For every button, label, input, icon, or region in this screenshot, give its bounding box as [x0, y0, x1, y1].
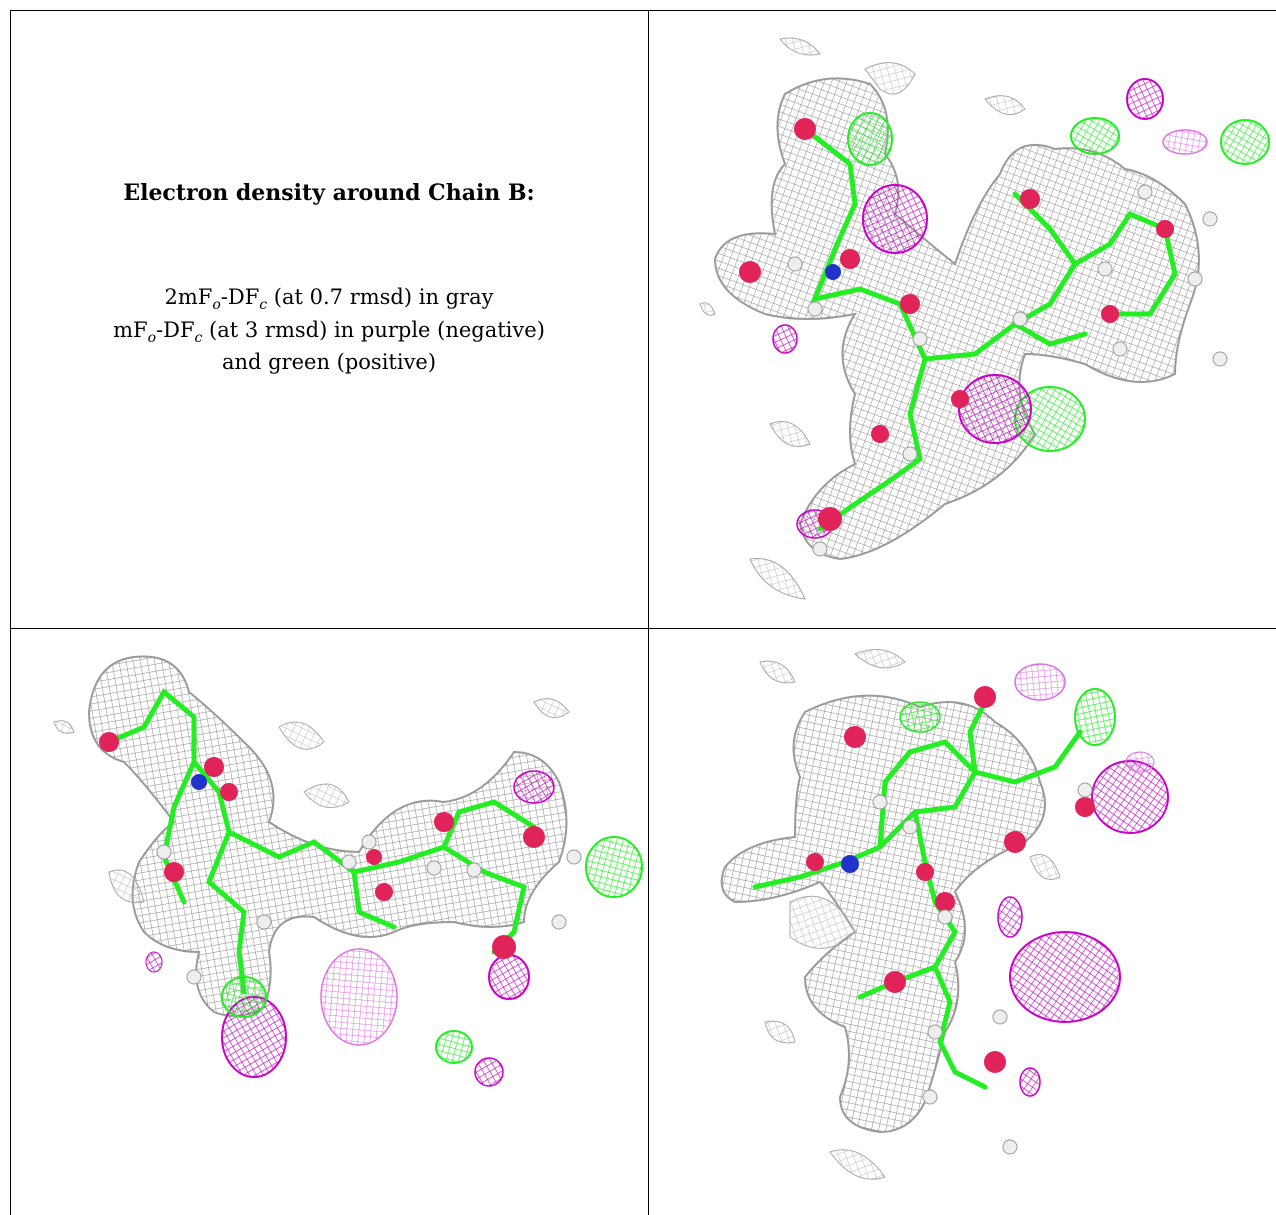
positive-density-blob [435, 1030, 473, 1064]
oxygen-atoms [99, 732, 545, 959]
nitrogen-atom [841, 855, 859, 873]
caption-line-difference: mFo-DFc (at 3 rmsd) in purple (negative) [10, 318, 648, 346]
negative-density-blob [862, 184, 928, 254]
oxygen-atoms [806, 686, 1095, 1073]
caption-line2-sub-o: o [147, 330, 157, 347]
caption-line2-part-e: (at 3 rmsd) in purple (negative) [202, 318, 545, 342]
caption-line1-part-c: -DF [220, 285, 260, 309]
molecule-bonds [802, 126, 1178, 532]
positive-density-blob [1070, 117, 1120, 155]
density-view-bottom-right [655, 632, 1275, 1212]
positive-density-blob [1220, 119, 1270, 165]
caption-title: Electron density around Chain B: [123, 180, 535, 206]
table-border-middle [10, 628, 1276, 629]
hydrogen-atoms [156, 834, 582, 985]
nitrogen-atom [191, 774, 207, 790]
table-border-center [648, 10, 649, 1215]
density-view-bottom-right-graphic [720, 649, 1169, 1180]
caption-line1-sub-c: c [259, 297, 268, 314]
positive-density-blob [1074, 688, 1116, 746]
negative-density-blob [488, 954, 530, 1000]
hydrogen-atoms [787, 184, 1228, 557]
caption-line2-sub-c: c [194, 330, 203, 347]
caption-line1-sub-o: o [212, 297, 221, 314]
caption-line1-part-e: (at 0.7 rmsd) in gray [267, 285, 494, 309]
negative-density-blob [958, 374, 1032, 444]
positive-density-blob [847, 112, 893, 166]
table-border-left [10, 10, 11, 1215]
density-view-top-right-graphic [699, 37, 1270, 600]
positive-density-blob [585, 836, 643, 898]
figure-table: Electron density around Chain B: 2mFo-DF… [10, 10, 1276, 1215]
table-border-top [10, 10, 1276, 11]
caption-line2-part-c: -DF [156, 318, 195, 342]
density-view-top-right [655, 14, 1275, 624]
gray-density-mesh [87, 655, 568, 1017]
caption-line2-part-a: mF [113, 318, 148, 342]
gray-density-mesh [713, 77, 1200, 561]
density-view-bottom-left-graphic [53, 655, 643, 1087]
caption-cell: Electron density around Chain B: 2mFo-DF… [10, 10, 648, 630]
negative-density-blob [1126, 78, 1164, 120]
negative-density-blob [1009, 931, 1121, 1023]
hydrogen-atoms [872, 782, 1093, 1155]
negative-density-blob [1091, 760, 1169, 834]
caption-line1-part-a: 2mF [164, 285, 213, 309]
caption-line-positive: and green (positive) [221, 350, 437, 374]
nitrogen-atom [825, 264, 841, 280]
oxygen-atoms [739, 118, 1174, 531]
density-view-bottom-left [14, 632, 644, 1212]
caption-line-gray: 2mFo-DFc (at 0.7 rmsd) in gray [10, 285, 648, 313]
